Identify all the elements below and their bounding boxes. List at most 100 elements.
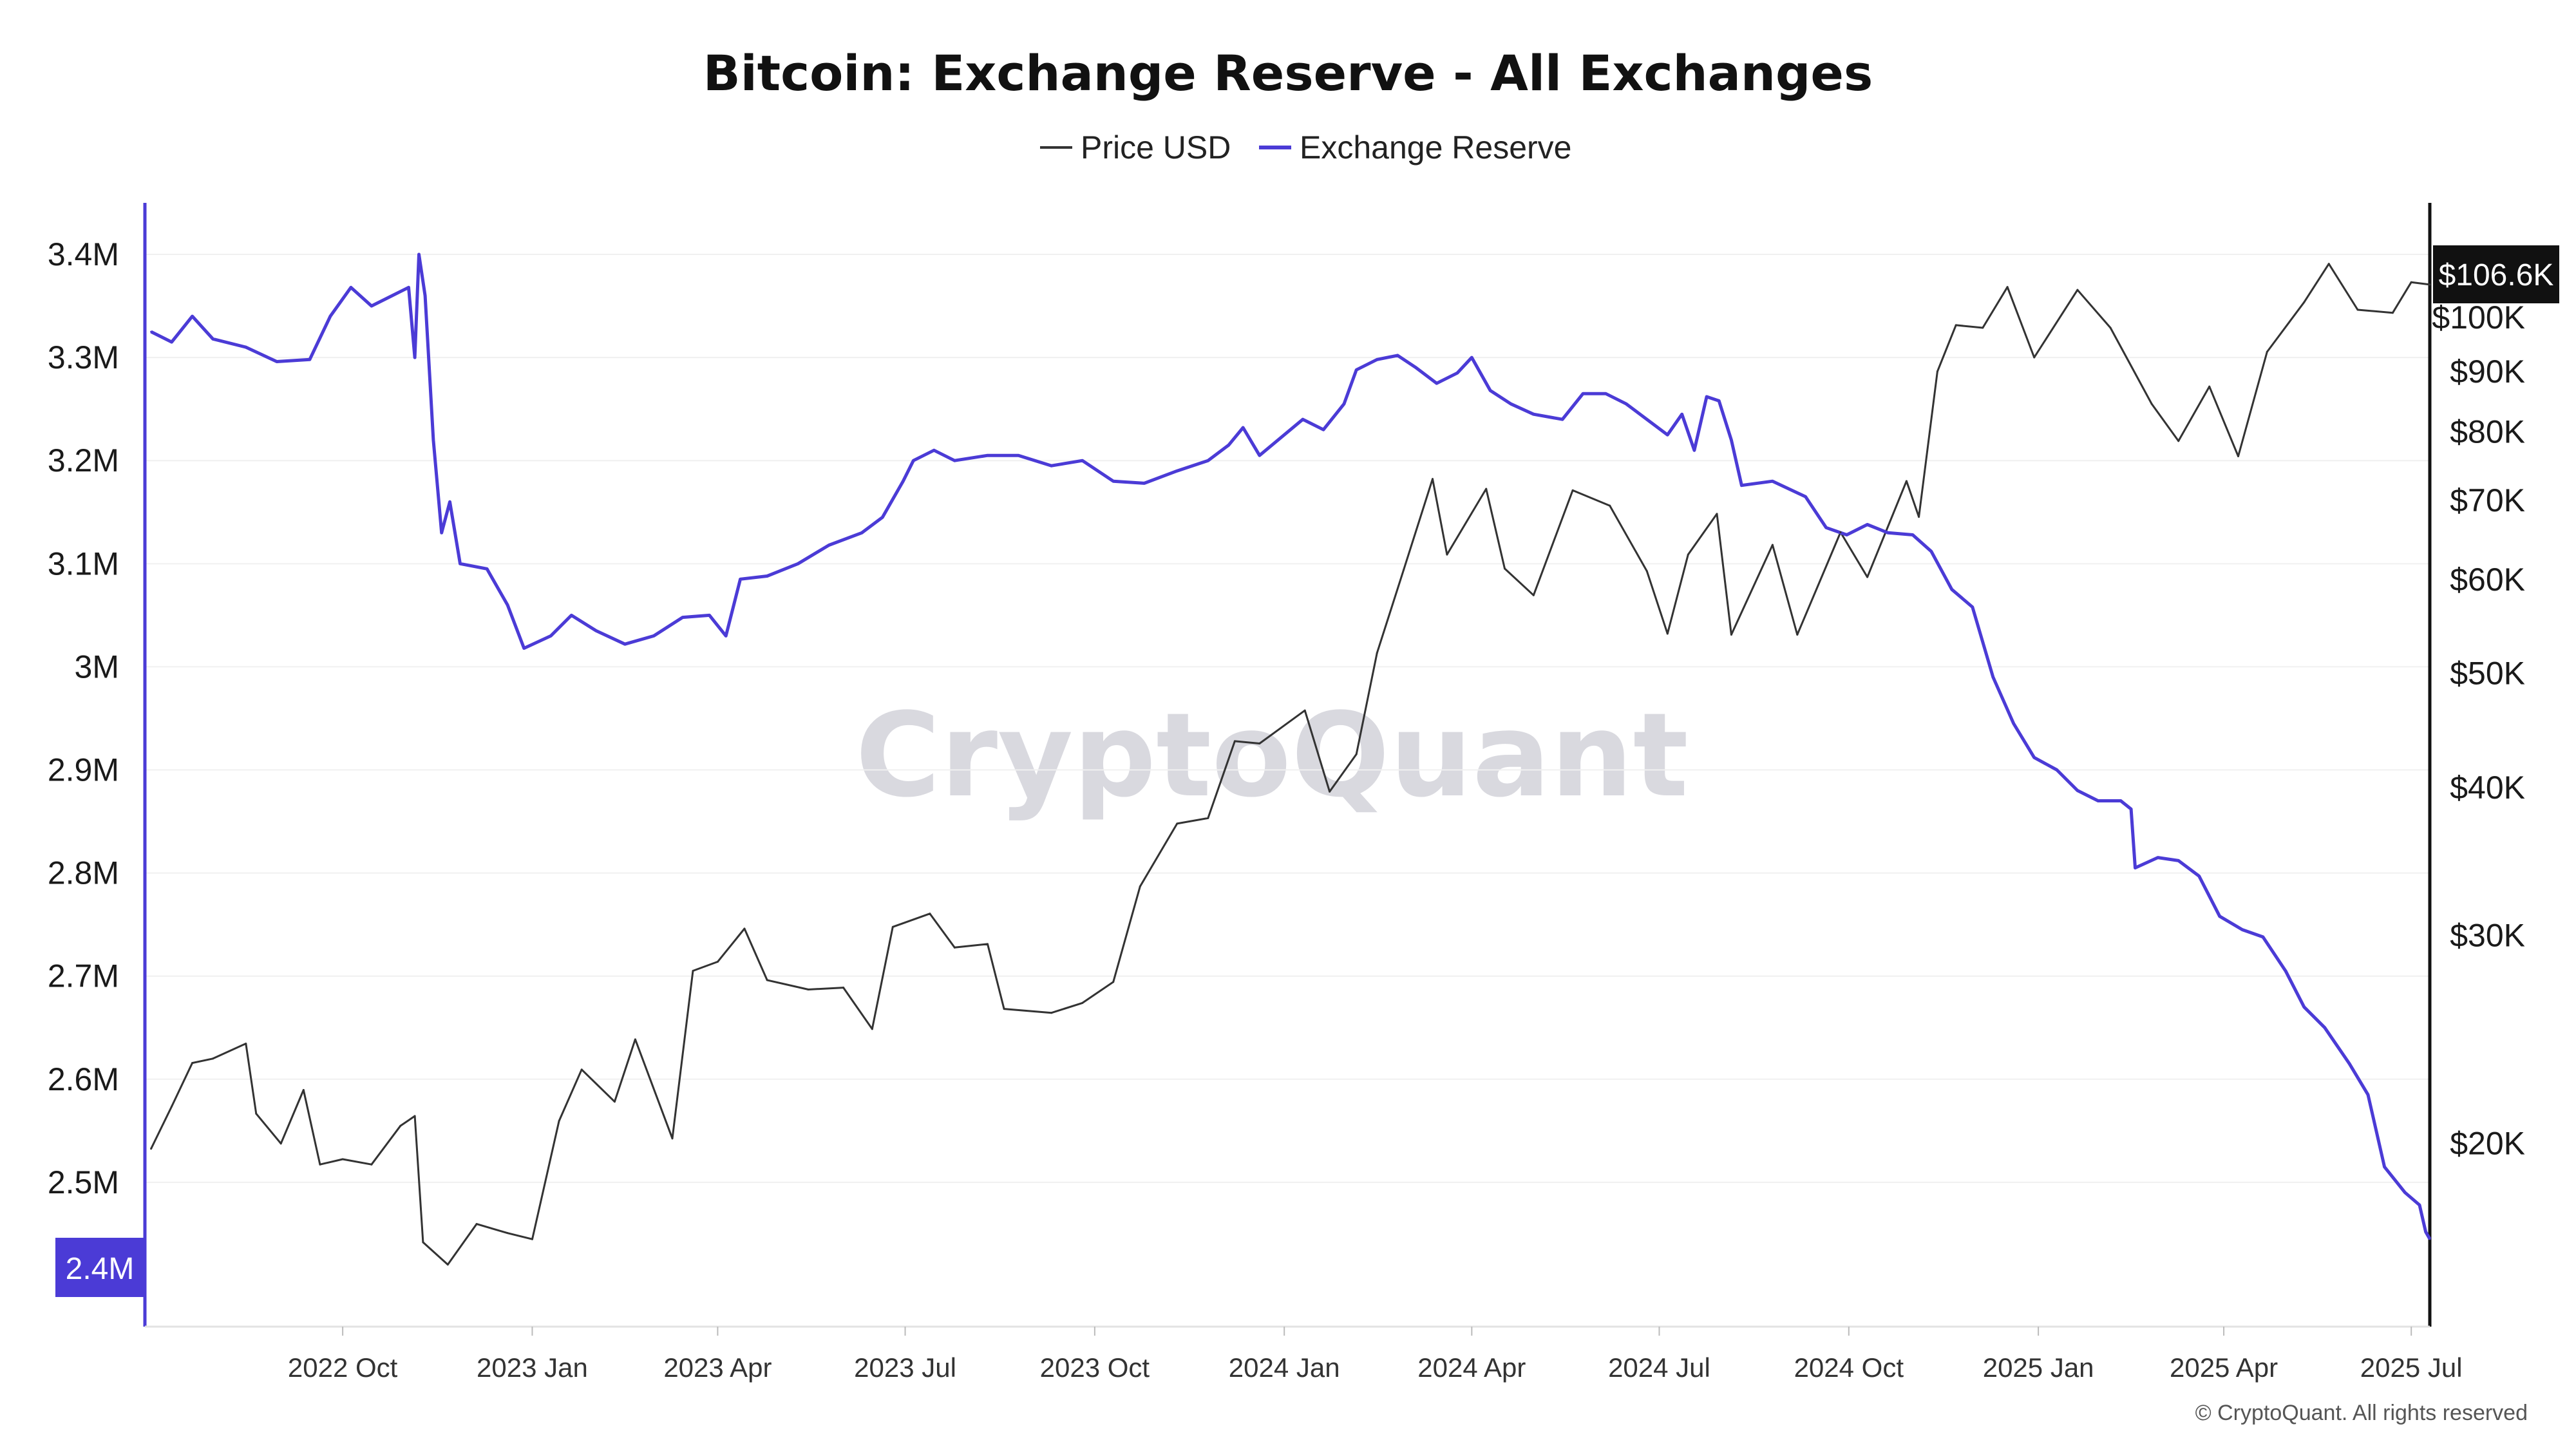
price-point: [671, 1137, 674, 1140]
reserve-point: [370, 305, 373, 307]
price-point: [1504, 567, 1506, 570]
reserve-point: [2367, 1094, 2369, 1096]
price-point: [370, 1163, 373, 1166]
series-price-usd-points: [150, 263, 2431, 1266]
reserve-point: [1322, 428, 1325, 431]
price-point: [558, 1120, 560, 1122]
x-axis-ticks: 2022 Oct 2023 Jan 2023 Apr 2023 Jul 2023 Oct…: [288, 1327, 2463, 1383]
price-point: [1955, 324, 1957, 327]
reserve-point: [1396, 354, 1399, 357]
price-point: [929, 913, 931, 915]
price-point: [1918, 516, 1920, 518]
reserve-point: [1740, 484, 1743, 487]
price-point: [531, 1238, 533, 1240]
reserve-point: [1730, 439, 1732, 441]
reserve-point: [2219, 915, 2221, 918]
reserve-point: [766, 575, 768, 578]
legend-price-label: Price USD: [1081, 129, 1231, 166]
price-point: [171, 1105, 173, 1108]
right-tick-label: $30K: [2450, 918, 2525, 954]
gridlines: [145, 254, 2430, 1183]
reserve-point: [1489, 389, 1492, 392]
price-point: [1936, 370, 1938, 373]
reserve-point: [1207, 459, 1209, 462]
reserve-point: [1771, 480, 1774, 482]
price-point: [302, 1089, 305, 1092]
left-tick-label: 2.8M: [48, 855, 119, 891]
price-point: [2076, 289, 2079, 291]
reserve-point: [408, 286, 410, 289]
price-point: [1258, 743, 1261, 745]
reserve-point: [681, 616, 684, 619]
reserve-point: [413, 356, 416, 359]
price-point: [1176, 822, 1179, 825]
price-point: [2006, 286, 2009, 289]
right-current-badge-label: $106.6K: [2439, 258, 2554, 292]
reserve-point: [2119, 800, 2122, 802]
reserve-point: [1930, 550, 1933, 553]
price-point: [953, 946, 956, 949]
watermark: CryptoQuant: [855, 688, 1689, 823]
reserve-point: [1343, 402, 1345, 405]
reserve-point: [2097, 800, 2099, 802]
reserve-point: [797, 562, 799, 565]
reserve-point: [2262, 936, 2264, 938]
reserve-point: [2324, 1027, 2326, 1029]
reserve-point: [1112, 480, 1115, 482]
right-tick-label: $50K: [2450, 655, 2525, 691]
price-point: [743, 927, 746, 930]
left-tick-label: 3.1M: [48, 545, 119, 582]
price-point: [2266, 350, 2268, 353]
reserve-point: [902, 480, 904, 482]
reserve-point: [1846, 533, 1848, 536]
price-point: [446, 1264, 449, 1266]
reserve-point: [739, 578, 742, 580]
x-tick-label: 2024 Oct: [1794, 1352, 1904, 1383]
price-point: [580, 1068, 583, 1071]
reserve-point: [245, 346, 247, 348]
price-point: [279, 1142, 282, 1145]
price-point: [1905, 480, 1908, 482]
price-point: [245, 1042, 247, 1045]
reserve-point: [1283, 433, 1285, 436]
legend: Price USD Exchange Reserve: [1040, 129, 1571, 166]
right-axis-ticks: $100K $90K $80K $70K $60K $50K $40K $30K $20K: [2432, 299, 2525, 1162]
reserve-point: [1582, 392, 1584, 395]
reserve-point: [523, 647, 526, 650]
reserve-point: [171, 341, 173, 343]
reserve-point: [1971, 606, 1974, 609]
reserve-point: [708, 614, 711, 616]
price-point: [255, 1112, 258, 1115]
reserve-point: [2348, 1063, 2351, 1065]
reserve-point: [191, 315, 194, 317]
reserve-point: [1258, 454, 1261, 457]
reserve-point: [2157, 857, 2159, 859]
x-tick-label: 2024 Apr: [1417, 1352, 1526, 1383]
right-tick-label: $40K: [2450, 770, 2525, 806]
price-point: [613, 1101, 616, 1103]
price-point: [1716, 513, 1718, 515]
right-current-badge-bg: [2433, 245, 2559, 303]
x-tick-label: 2025 Jan: [1983, 1352, 2094, 1383]
x-tick-label: 2023 Jan: [477, 1352, 588, 1383]
price-point: [1003, 1008, 1005, 1010]
chart-title: Bitcoin: Exchange Reserve - All Exchange…: [703, 44, 1873, 102]
price-point: [1532, 594, 1535, 596]
price-point: [1303, 709, 1306, 712]
price-point: [2303, 301, 2306, 303]
price-point: [1866, 576, 1869, 578]
reserve-point: [987, 454, 989, 457]
reserve-point: [2130, 808, 2132, 810]
reserve-point: [2012, 722, 2015, 724]
reserve-point: [1705, 395, 1708, 398]
price-point: [1446, 553, 1448, 556]
price-point: [1796, 633, 1799, 636]
reserve-point: [1645, 418, 1648, 421]
series-exchange-reserve-line: [150, 252, 2432, 1240]
right-tick-label: $60K: [2450, 562, 2525, 598]
price-point: [1609, 504, 1611, 507]
price-point: [842, 987, 845, 989]
reserve-point: [2404, 1191, 2407, 1194]
price-point: [1432, 478, 1434, 480]
left-axis-ticks: 3.4M 3.3M 3.2M 3.1M 3M 2.9M 2.8M 2.7M 2.6M 2.5M: [48, 236, 119, 1200]
